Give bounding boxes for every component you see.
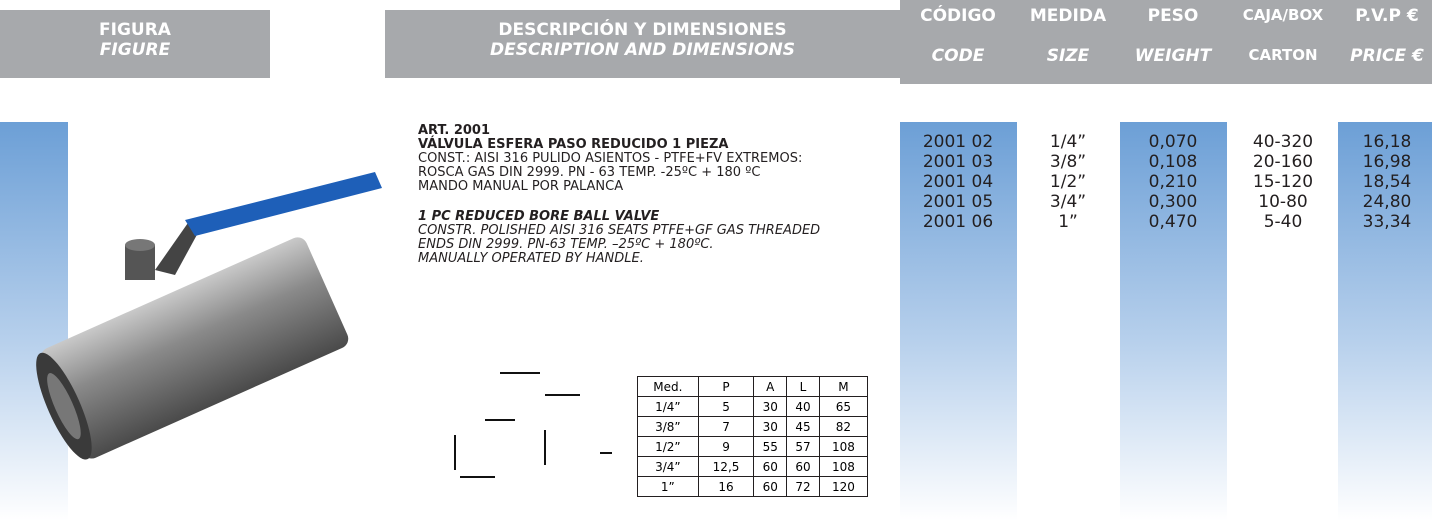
dim-header: L xyxy=(786,376,820,397)
row-cell: 1/2” xyxy=(1049,172,1087,192)
dim-cell: 30 xyxy=(753,396,788,417)
header-es: FIGURA xyxy=(99,20,171,40)
weight-stripe xyxy=(1120,122,1227,521)
row-cell: 15-120 xyxy=(1252,172,1314,192)
dim-cell: 57 xyxy=(786,436,820,457)
column-header-es: PESO xyxy=(1147,6,1199,26)
column-header-en: CODE xyxy=(931,46,985,66)
article: ART. 2001 xyxy=(418,123,491,138)
header-en: FIGURE xyxy=(99,40,171,60)
dim-row: 3/4” 12,5 60 60 108 xyxy=(637,456,869,477)
column-header-es: MEDIDA xyxy=(1029,6,1107,26)
dim-row: 1” 16 60 72 120 xyxy=(637,476,869,497)
row-cell: 16,98 xyxy=(1362,152,1412,172)
column-header-es: CÓDIGO xyxy=(920,6,996,26)
dim-cell: 1/2” xyxy=(637,436,699,457)
column-header-es: P.V.P € xyxy=(1355,6,1419,26)
description-line: ENDS DIN 2999. PN-63 TEMP. –25ºC + 180ºC… xyxy=(418,237,714,252)
dim-row: 3/8” 7 30 45 82 xyxy=(637,416,869,437)
row-cell: 2001 05 xyxy=(922,192,994,212)
figure-header: FIGURA FIGURE xyxy=(0,10,270,78)
column-header-en: CARTON xyxy=(1248,46,1318,64)
dim-cell: 45 xyxy=(786,416,820,437)
dim-cell: 3/8” xyxy=(637,416,699,437)
dimension-table: Med. P A L M 1/4” 5 30 40 65 3/8” 7 30 45 82 1/2” 9 55 57 1… xyxy=(637,376,869,497)
dim-cell: 12,5 xyxy=(697,456,755,477)
row-cell: 2001 04 xyxy=(922,172,994,192)
row-cell: 18,54 xyxy=(1362,172,1412,192)
dim-row: 1/4” 5 30 40 65 xyxy=(637,396,869,417)
row-cell: 20-160 xyxy=(1252,152,1314,172)
row-cell: 16,18 xyxy=(1362,132,1412,152)
dim-cell: 108 xyxy=(818,436,869,457)
row-cell: 2001 03 xyxy=(922,152,994,172)
valve-image xyxy=(36,172,382,460)
description-line: MANDO MANUAL POR PALANCA xyxy=(418,179,624,194)
row-cell: 10-80 xyxy=(1258,192,1308,212)
row-cell: 0,470 xyxy=(1148,212,1198,232)
row-cell: 2001 02 xyxy=(922,132,994,152)
dim-cell: 108 xyxy=(818,456,869,477)
title-es: VÁLVULA ESFERA PASO REDUCIDO 1 PIEZA xyxy=(418,137,729,152)
row-cell: 1/4” xyxy=(1049,132,1087,152)
dim-cell: 60 xyxy=(786,456,820,477)
dim-cell: 7 xyxy=(697,416,755,437)
figure-stripe xyxy=(0,122,68,521)
title-en: 1 PC REDUCED BORE BALL VALVE xyxy=(418,209,660,224)
dim-cell: 60 xyxy=(753,476,788,497)
column-header-en: WEIGHT xyxy=(1134,46,1212,66)
dim-cell: 5 xyxy=(697,396,755,417)
description-line: MANUALLY OPERATED BY HANDLE. xyxy=(418,251,644,266)
row-cell: 5-40 xyxy=(1263,212,1303,232)
dim-cell: 30 xyxy=(753,416,788,437)
row-cell: 24,80 xyxy=(1362,192,1412,212)
dim-header-row: Med. P A L M xyxy=(637,376,869,397)
dim-row: 1/2” 9 55 57 108 xyxy=(637,436,869,457)
row-cell: 1” xyxy=(1058,212,1078,232)
column-header-en: PRICE € xyxy=(1350,46,1424,66)
row-cell: 3/8” xyxy=(1049,152,1087,172)
dim-header: Med. xyxy=(637,376,699,397)
dim-cell: 9 xyxy=(697,436,755,457)
description-line: CONST.: AISI 316 PULIDO ASIENTOS - PTFE+… xyxy=(418,151,803,166)
dim-cell: 3/4” xyxy=(637,456,699,477)
columns-header: CÓDIGO CODE MEDIDA SIZE PESO WEIGHT CAJA/BOX CA… xyxy=(900,0,1432,84)
column-header-en: SIZE xyxy=(1046,46,1090,66)
dim-cell: 16 xyxy=(697,476,755,497)
dim-cell: 120 xyxy=(818,476,869,497)
price-stripe xyxy=(1338,122,1432,521)
dim-cell: 82 xyxy=(818,416,869,437)
dim-header: A xyxy=(753,376,788,397)
dimension-sketch xyxy=(454,372,612,478)
dim-cell: 72 xyxy=(786,476,820,497)
description: ART. 2001 VÁLVULA ESFERA PASO REDUCIDO 1… xyxy=(418,124,888,266)
row-cell: 3/4” xyxy=(1049,192,1087,212)
row-cell: 2001 06 xyxy=(922,212,994,232)
lines-en: CONSTR. POLISHED AISI 316 SEATS PTFE+GF … xyxy=(418,224,888,266)
row-cell: 0,300 xyxy=(1148,192,1198,212)
description-line: ROSCA GAS DIN 2999. PN - 63 TEMP. -25ºC … xyxy=(418,165,761,180)
dim-header: M xyxy=(818,376,869,397)
dim-cell: 1” xyxy=(637,476,699,497)
dim-cell: 55 xyxy=(753,436,788,457)
row-cell: 0,210 xyxy=(1148,172,1198,192)
description-line: CONSTR. POLISHED AISI 316 SEATS PTFE+GF … xyxy=(418,223,821,238)
code-stripe xyxy=(900,122,1017,521)
description-header: DESCRIPCIÓN Y DIMENSIONES DESCRIPTION AN… xyxy=(385,10,900,78)
dim-header: P xyxy=(697,376,755,397)
header-es: DESCRIPCIÓN Y DIMENSIONES xyxy=(498,20,787,40)
header-en: DESCRIPTION AND DIMENSIONS xyxy=(490,40,795,60)
dim-cell: 65 xyxy=(818,396,869,417)
dim-cell: 40 xyxy=(786,396,820,417)
row-cell: 0,070 xyxy=(1148,132,1198,152)
dim-cell: 60 xyxy=(753,456,788,477)
row-cell: 33,34 xyxy=(1362,212,1412,232)
row-cell: 40-320 xyxy=(1252,132,1314,152)
row-cell: 0,108 xyxy=(1148,152,1198,172)
dim-cell: 1/4” xyxy=(637,396,699,417)
lines-es: CONST.: AISI 316 PULIDO ASIENTOS - PTFE+… xyxy=(418,152,888,194)
column-header-es: CAJA/BOX xyxy=(1242,6,1324,24)
